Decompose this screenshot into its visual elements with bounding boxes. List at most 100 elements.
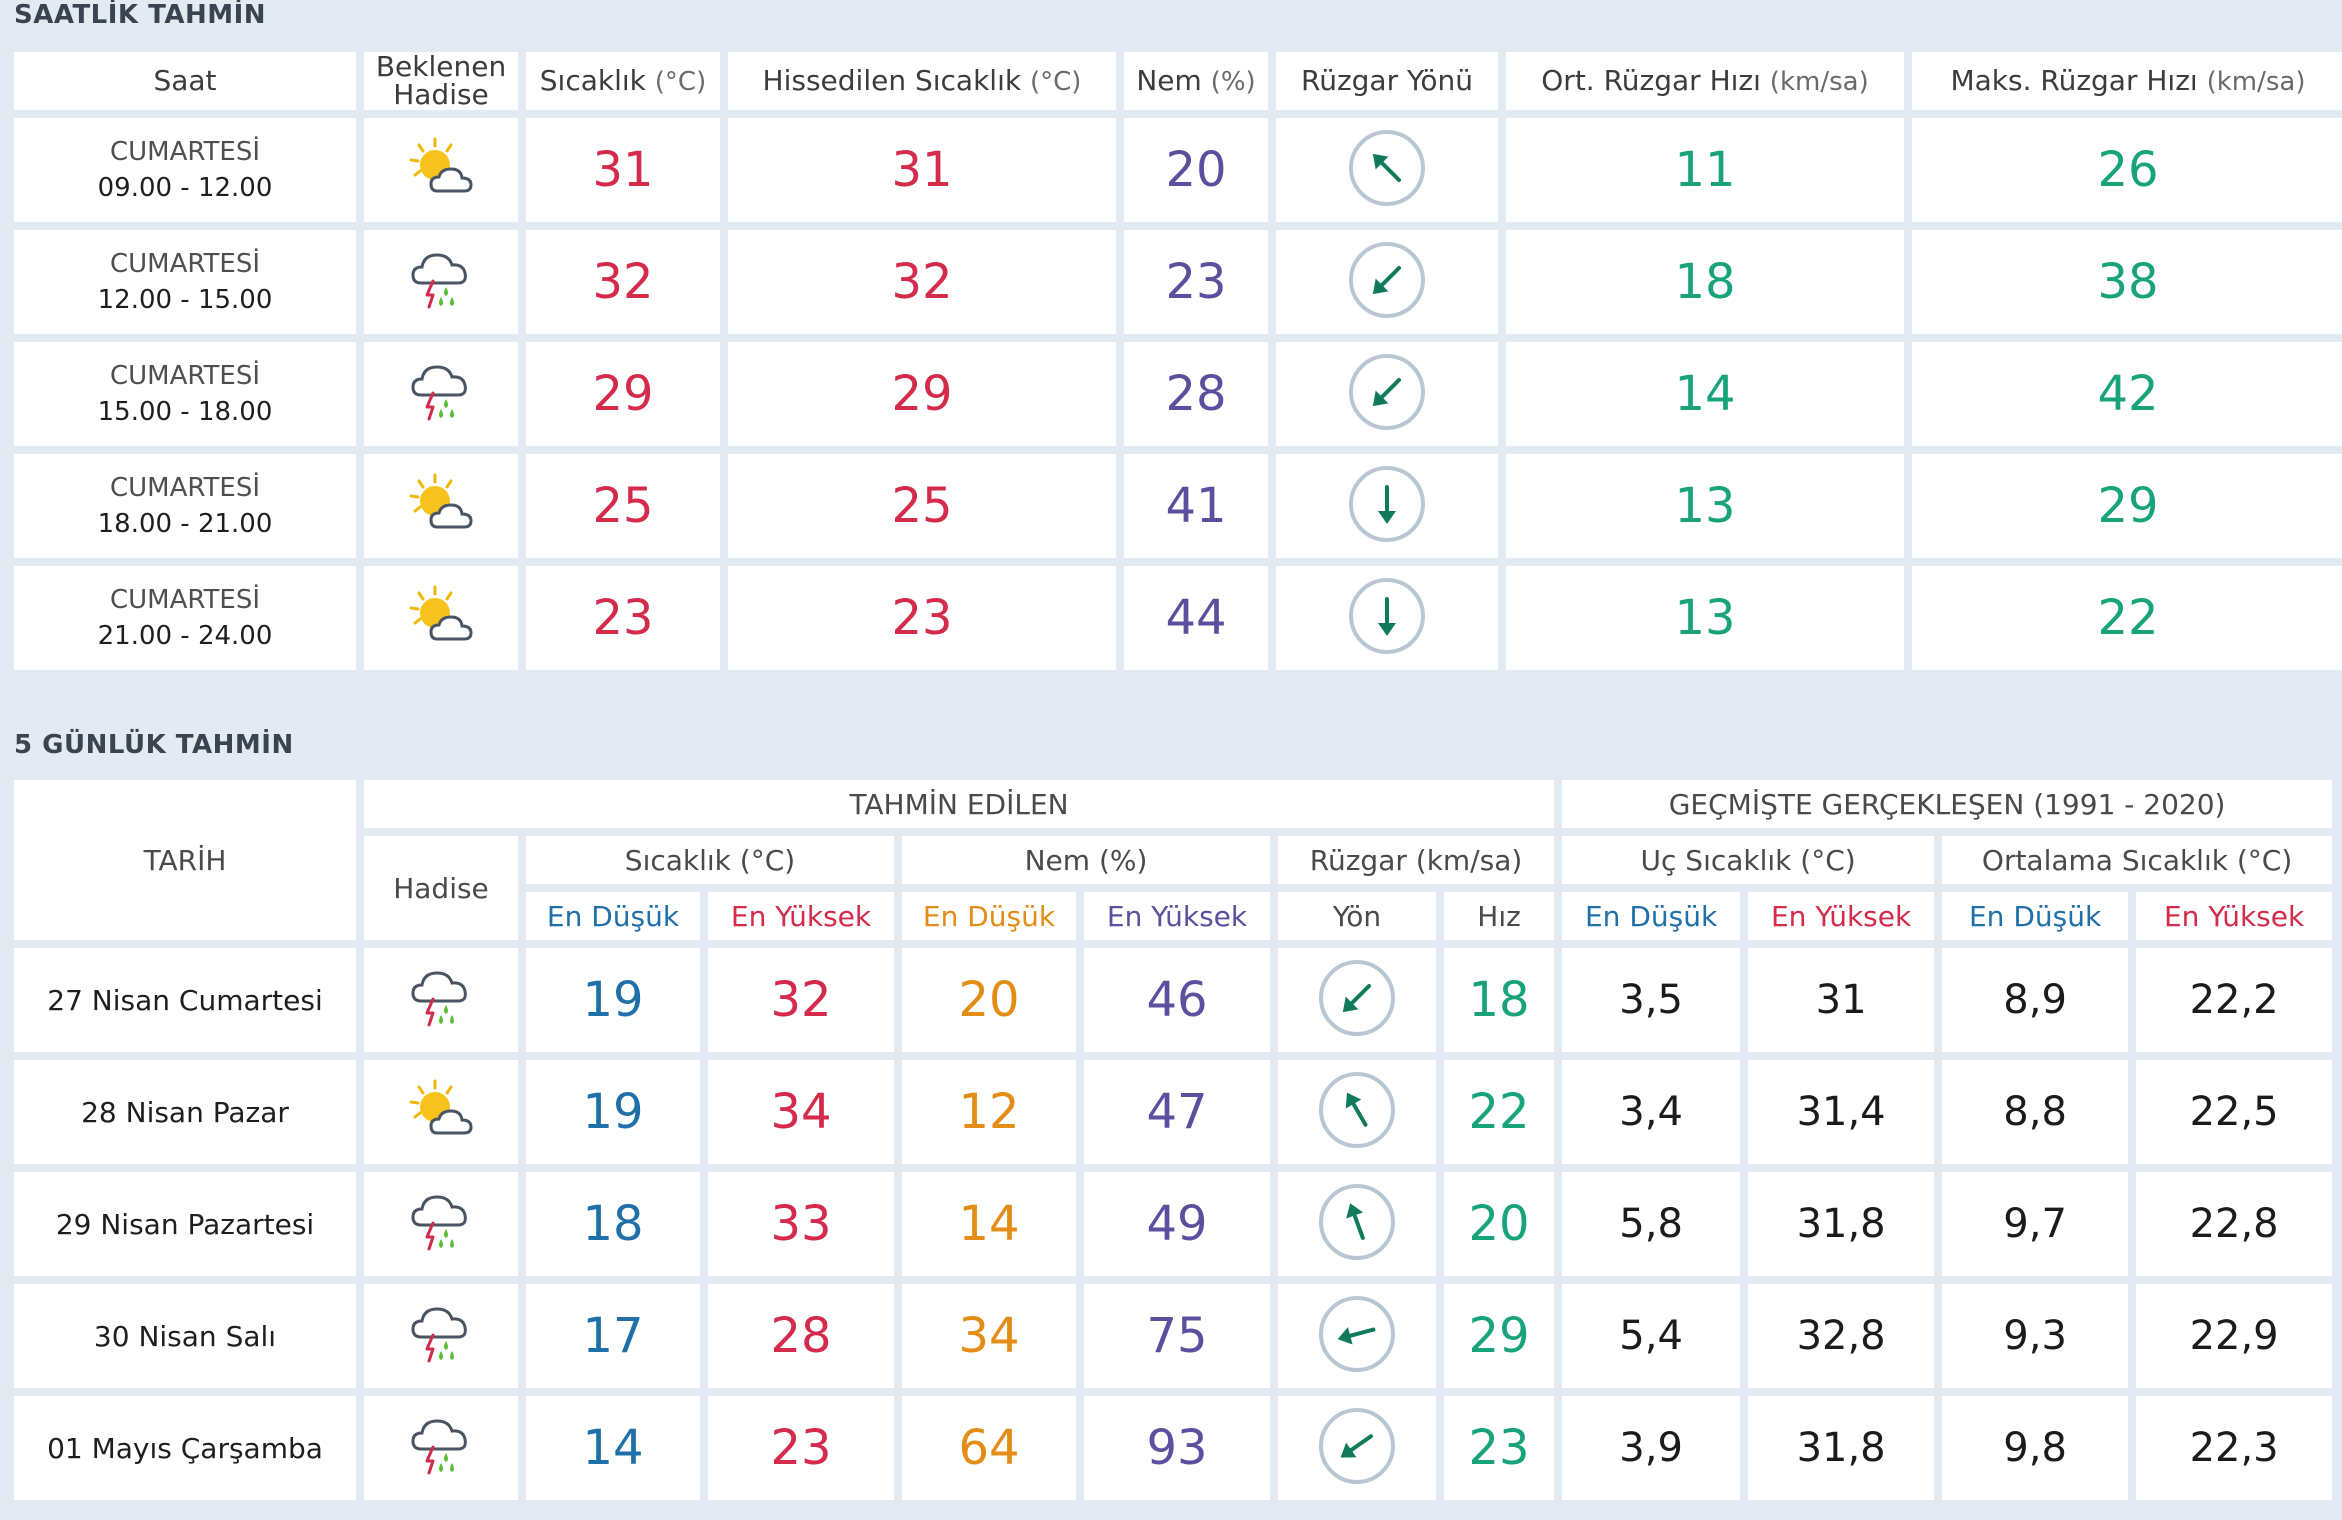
time-range-cell: CUMARTESİ 21.00 - 24.00	[14, 566, 356, 670]
extreme-min-value: 3,9	[1562, 1396, 1741, 1500]
humidity-value: 20	[1124, 118, 1268, 222]
wind-speed-value: 20	[1444, 1172, 1555, 1276]
subheader-yon: Yön	[1278, 892, 1436, 940]
header-gecmiste-gerceklesen: GEÇMİŞTE GERÇEKLEŞEN (1991 - 2020)	[1562, 780, 2333, 828]
col-header-sicaklik: Sıcaklık (°C)	[526, 52, 720, 110]
humidity-min-value: 34	[902, 1284, 1076, 1388]
day-label: CUMARTESİ	[109, 249, 261, 279]
wind-direction-cell	[1276, 454, 1498, 558]
extreme-max-value: 31,8	[1748, 1172, 1935, 1276]
subheader-sicaklik-en-dusuk: En Düşük	[526, 892, 700, 940]
extreme-min-value: 3,4	[1562, 1060, 1741, 1164]
subheader-nem-en-yuksek: En Yüksek	[1084, 892, 1270, 940]
avg-wind-speed-value: 13	[1506, 454, 1904, 558]
daily-row: 29 Nisan Pazartesi 18 33 14 49 20 5,8 31,8 9,7 22…	[14, 1172, 2333, 1276]
temp-max-value: 34	[708, 1060, 894, 1164]
humidity-min-value: 14	[902, 1172, 1076, 1276]
wind-direction-arrow-icon	[1317, 958, 1397, 1038]
wind-direction-arrow-icon	[1347, 576, 1427, 656]
temp-min-value: 19	[526, 1060, 700, 1164]
partly-cloudy-icon	[401, 469, 481, 539]
wind-direction-cell	[1276, 118, 1498, 222]
max-wind-speed-value: 38	[1912, 230, 2342, 334]
date-cell: 28 Nisan Pazar	[14, 1060, 356, 1164]
time-range-cell: CUMARTESİ 09.00 - 12.00	[14, 118, 356, 222]
temp-min-value: 18	[526, 1172, 700, 1276]
humidity-value: 28	[1124, 342, 1268, 446]
hourly-row: CUMARTESİ 12.00 - 15.00 32 32 23 18 38	[14, 230, 2342, 334]
avg-wind-speed-value: 14	[1506, 342, 1904, 446]
col-header-ort-ruzgar: Ort. Rüzgar Hızı (km/sa)	[1506, 52, 1904, 110]
subheader-ort-en-dusuk: En Düşük	[1942, 892, 2129, 940]
weather-icon-cell	[364, 566, 518, 670]
col-header-tarih: TARİH	[14, 780, 356, 940]
wind-speed-value: 23	[1444, 1396, 1555, 1500]
wind-direction-arrow-icon	[1347, 464, 1427, 544]
date-cell: 27 Nisan Cumartesi	[14, 948, 356, 1052]
temp-min-value: 17	[526, 1284, 700, 1388]
daily-row: 01 Mayıs Çarşamba 14 23 64 93 23 3,9 31,8 9,8 22,…	[14, 1396, 2333, 1500]
date-cell: 30 Nisan Salı	[14, 1284, 356, 1388]
header-tahmin-edilen: TAHMİN EDİLEN	[364, 780, 1555, 828]
extreme-max-value: 32,8	[1748, 1284, 1935, 1388]
hourly-row: CUMARTESİ 18.00 - 21.00 25 25 41 13 29	[14, 454, 2342, 558]
day-label: CUMARTESİ	[109, 361, 261, 391]
feels-like-value: 23	[728, 566, 1116, 670]
average-min-value: 9,7	[1942, 1172, 2129, 1276]
max-wind-speed-value: 22	[1912, 566, 2342, 670]
partly-cloudy-icon	[401, 1075, 481, 1145]
wind-direction-cell	[1278, 1060, 1436, 1164]
subheader-uc-en-yuksek: En Yüksek	[1748, 892, 1935, 940]
col-header-hissedilen: Hissedilen Sıcaklık (°C)	[728, 52, 1116, 110]
extreme-max-value: 31,4	[1748, 1060, 1935, 1164]
wind-direction-cell	[1276, 230, 1498, 334]
daily-forecast-table: TARİH TAHMİN EDİLEN GEÇMİŞTE GERÇEKLEŞEN…	[6, 772, 2340, 1508]
humidity-max-value: 75	[1084, 1284, 1270, 1388]
temperature-value: 25	[526, 454, 720, 558]
average-max-value: 22,9	[2136, 1284, 2333, 1388]
time-label: 21.00 - 24.00	[97, 621, 273, 651]
thunderstorm-rain-icon	[401, 245, 481, 315]
temperature-value: 23	[526, 566, 720, 670]
hourly-row: CUMARTESİ 21.00 - 24.00 23 23 44 13 22	[14, 566, 2342, 670]
extreme-min-value: 5,4	[1562, 1284, 1741, 1388]
average-max-value: 22,5	[2136, 1060, 2333, 1164]
wind-direction-cell	[1278, 1172, 1436, 1276]
subheader-uc-en-dusuk: En Düşük	[1562, 892, 1741, 940]
extreme-max-value: 31,8	[1748, 1396, 1935, 1500]
weather-icon-cell	[364, 230, 518, 334]
max-wind-speed-value: 29	[1912, 454, 2342, 558]
temperature-value: 32	[526, 230, 720, 334]
col-header-nem: Nem (%)	[1124, 52, 1268, 110]
subheader-sicaklik-en-yuksek: En Yüksek	[708, 892, 894, 940]
feels-like-value: 25	[728, 454, 1116, 558]
temp-max-value: 32	[708, 948, 894, 1052]
humidity-min-value: 64	[902, 1396, 1076, 1500]
wind-speed-value: 29	[1444, 1284, 1555, 1388]
time-label: 18.00 - 21.00	[97, 509, 273, 539]
wind-direction-arrow-icon	[1317, 1406, 1397, 1486]
wind-direction-arrow-icon	[1347, 240, 1427, 320]
weather-icon-cell	[364, 1172, 518, 1276]
weather-icon-cell	[364, 948, 518, 1052]
day-label: CUMARTESİ	[109, 473, 261, 503]
weather-icon-cell	[364, 1396, 518, 1500]
wind-direction-arrow-icon	[1347, 352, 1427, 432]
col-header-uc-sicaklik: Uç Sıcaklık (°C)	[1562, 836, 1935, 884]
average-min-value: 8,9	[1942, 948, 2129, 1052]
temperature-value: 29	[526, 342, 720, 446]
wind-direction-arrow-icon	[1317, 1182, 1397, 1262]
average-max-value: 22,3	[2136, 1396, 2333, 1500]
weather-icon-cell	[364, 342, 518, 446]
humidity-max-value: 46	[1084, 948, 1270, 1052]
partly-cloudy-icon	[401, 133, 481, 203]
subheader-nem-en-dusuk: En Düşük	[902, 892, 1076, 940]
avg-wind-speed-value: 11	[1506, 118, 1904, 222]
day-label: CUMARTESİ	[109, 585, 261, 615]
col-header-saat: Saat	[14, 52, 356, 110]
thunderstorm-rain-icon	[401, 963, 481, 1033]
average-min-value: 9,8	[1942, 1396, 2129, 1500]
wind-direction-cell	[1278, 1284, 1436, 1388]
time-range-cell: CUMARTESİ 15.00 - 18.00	[14, 342, 356, 446]
humidity-value: 44	[1124, 566, 1268, 670]
